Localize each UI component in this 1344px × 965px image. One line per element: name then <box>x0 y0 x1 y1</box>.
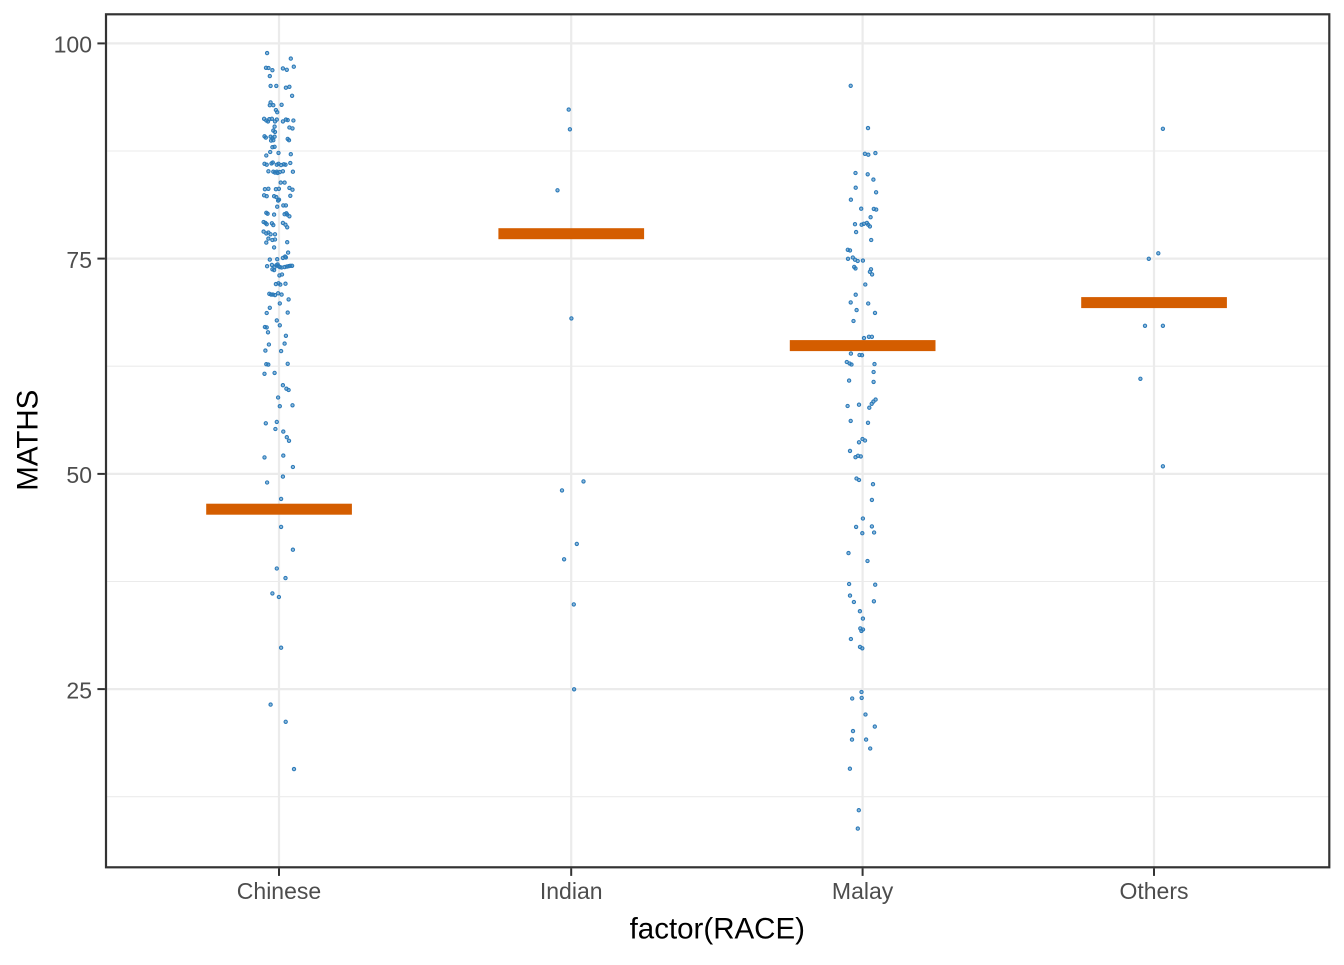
svg-text:50: 50 <box>66 462 92 488</box>
svg-text:25: 25 <box>66 677 92 703</box>
svg-text:Malay: Malay <box>832 878 894 904</box>
svg-text:factor(RACE): factor(RACE) <box>630 913 805 946</box>
svg-text:75: 75 <box>66 247 92 273</box>
svg-text:Others: Others <box>1119 878 1188 904</box>
svg-text:100: 100 <box>54 32 92 58</box>
svg-text:Chinese: Chinese <box>237 878 321 904</box>
svg-text:MATHS: MATHS <box>11 390 44 491</box>
svg-text:Indian: Indian <box>540 878 603 904</box>
